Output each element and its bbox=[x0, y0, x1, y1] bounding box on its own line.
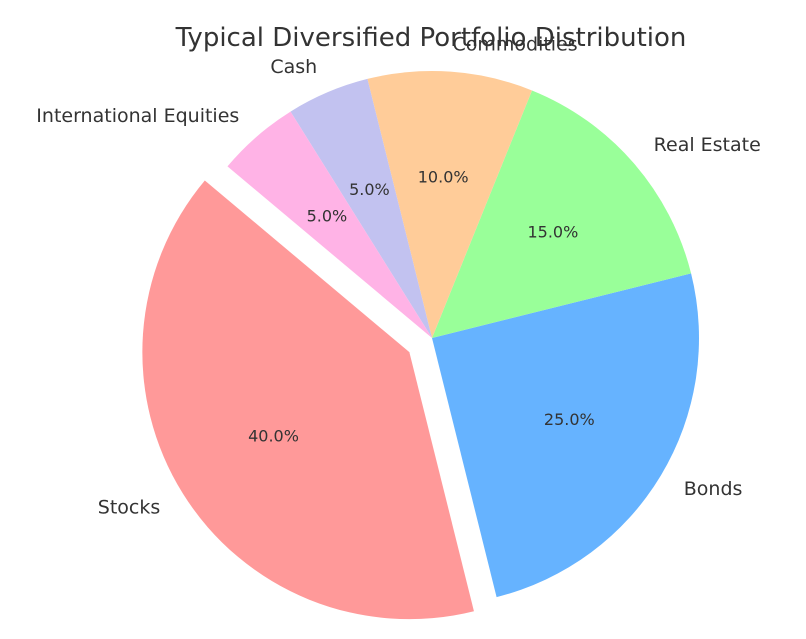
pct-label-bonds: 25.0% bbox=[544, 410, 595, 429]
pie-slice-real-estate bbox=[432, 90, 692, 338]
pct-label-international-equities: 5.0% bbox=[307, 207, 348, 226]
pie-slice-international-equities bbox=[227, 111, 432, 338]
pie-slice-bonds bbox=[432, 273, 699, 598]
pct-label-cash: 5.0% bbox=[349, 180, 390, 199]
labels-layer: Stocks 40.0% Bonds 25.0% Real Estate 15.0% Com… bbox=[36, 34, 760, 519]
slice-label-commodities: Commodities bbox=[452, 34, 577, 56]
pie-slice-stocks bbox=[142, 180, 474, 620]
pct-label-commodities: 10.0% bbox=[418, 168, 469, 187]
slices-layer bbox=[142, 71, 699, 620]
slice-label-bonds: Bonds bbox=[684, 478, 743, 500]
pie-slice-commodities bbox=[367, 71, 533, 339]
pie-slice-cash bbox=[290, 78, 432, 339]
slice-label-international-equities: International Equities bbox=[36, 105, 239, 127]
chart-title: Typical Diversified Portfolio Distributi… bbox=[175, 23, 687, 53]
slice-label-cash: Cash bbox=[270, 56, 317, 78]
slice-label-stocks: Stocks bbox=[98, 496, 160, 518]
slice-label-real-estate: Real Estate bbox=[654, 134, 761, 156]
pct-label-stocks: 40.0% bbox=[248, 427, 299, 446]
pct-label-real-estate: 15.0% bbox=[527, 222, 578, 241]
